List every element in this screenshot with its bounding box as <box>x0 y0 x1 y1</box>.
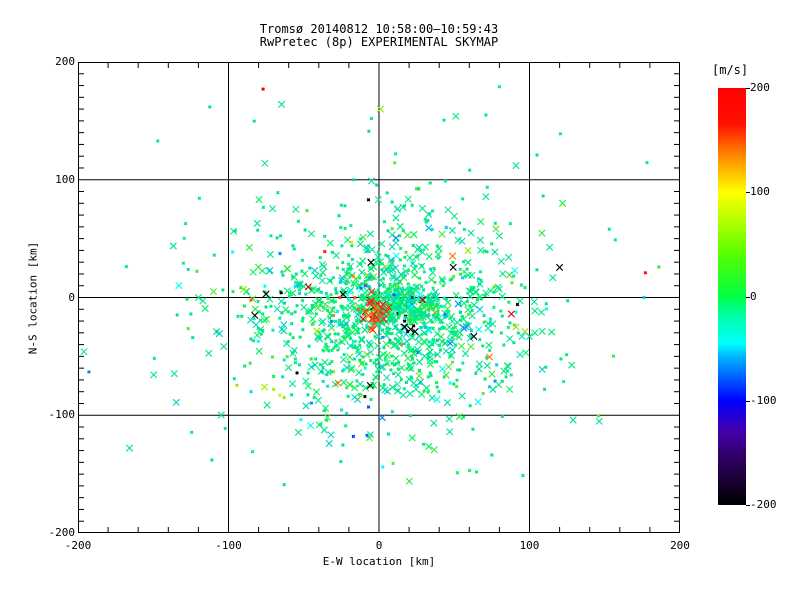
y-tick-label: -100 <box>48 408 76 422</box>
colorbar-tick-mark <box>746 400 750 402</box>
x-tick-label: -200 <box>64 539 92 552</box>
x-tick-label: 100 <box>519 539 540 552</box>
y-tick-label: 100 <box>55 172 75 186</box>
colorbar-tick-mark <box>746 88 750 89</box>
colorbar-tick-label: -200 <box>750 498 777 511</box>
colorbar-tick-label: 100 <box>750 185 770 199</box>
colorbar-gradient <box>718 88 746 505</box>
x-tick-label: 0 <box>375 539 383 552</box>
y-tick-label: -200 <box>48 526 76 539</box>
x-tick-label: 200 <box>670 539 690 552</box>
x-axis-title: E-W location [km] <box>322 555 436 568</box>
figure-title-block: Tromsø 20140812 10:58:00–10:59:43 RwPret… <box>78 23 680 49</box>
x-tick-label: -100 <box>215 539 242 552</box>
colorbar-tick-label: 200 <box>750 81 770 94</box>
colorbar-tick-label: 0 <box>750 289 757 303</box>
colorbar-tick-mark <box>746 296 750 298</box>
figure-title: Tromsø 20140812 10:58:00–10:59:43 <box>259 22 499 36</box>
y-tick-label: 0 <box>68 290 75 304</box>
scatter-plot-area <box>78 62 680 533</box>
y-tick-label: 200 <box>55 55 75 68</box>
colorbar-tick-label: -100 <box>750 393 777 407</box>
figure-subtitle: RwPretec (8p) EXPERIMENTAL SKYMAP <box>259 35 499 49</box>
colorbar-tick-mark <box>746 192 750 194</box>
colorbar-unit-label: [m/s] <box>712 63 749 77</box>
y-axis-title: N-S location [km] <box>26 241 40 355</box>
colorbar-tick-mark <box>746 505 750 506</box>
